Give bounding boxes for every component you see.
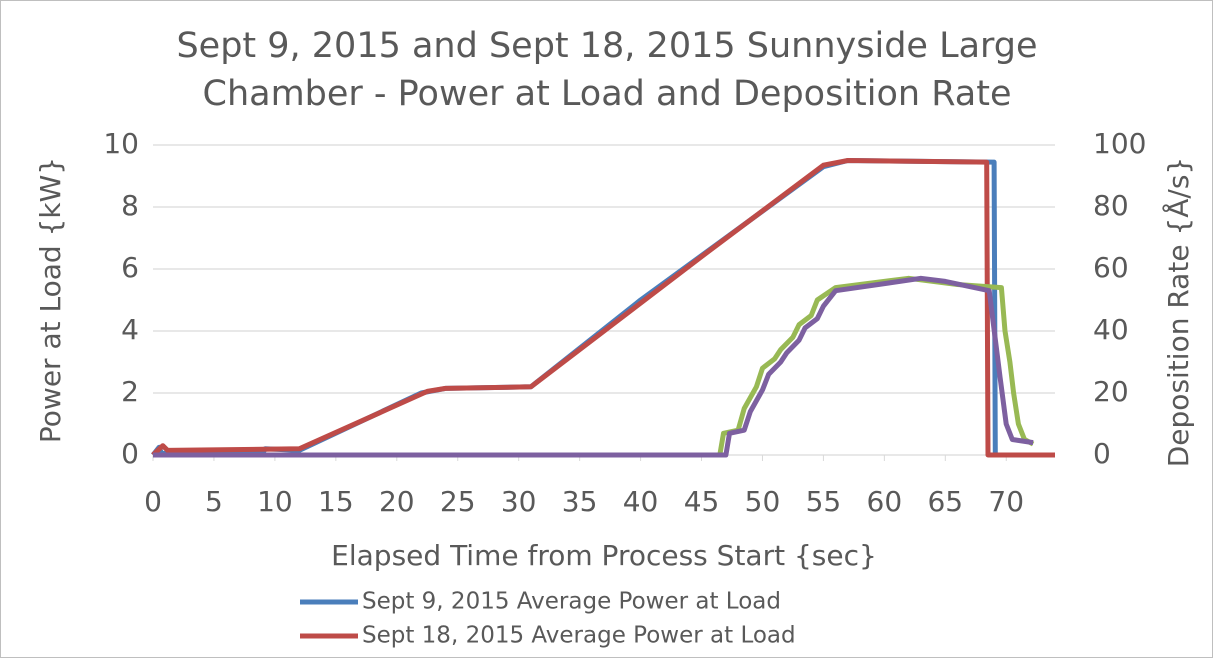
x-axis-title: Elapsed Time from Process Start {sec} bbox=[331, 539, 877, 572]
legend-label: Sept 9, 2015 Average Power at Load bbox=[362, 589, 781, 615]
y-tick-label: 4 bbox=[121, 313, 139, 346]
chart-title: Sept 9, 2015 and Sept 18, 2015 Sunnyside… bbox=[176, 26, 1038, 114]
x-tick-label: 45 bbox=[684, 485, 720, 518]
y2-tick-label: 40 bbox=[1093, 313, 1129, 346]
y-tick-label: 2 bbox=[121, 375, 139, 408]
x-tick-label: 50 bbox=[745, 485, 781, 518]
y2-tick-label: 20 bbox=[1093, 375, 1129, 408]
y-tick-label: 8 bbox=[121, 189, 139, 222]
x-tick-label: 65 bbox=[927, 485, 963, 518]
x-tick-label: 60 bbox=[867, 485, 903, 518]
series-line bbox=[151, 158, 998, 457]
y-tick-label: 6 bbox=[121, 251, 139, 284]
y-tick-label: 0 bbox=[121, 437, 139, 470]
x-tick-label: 15 bbox=[318, 485, 354, 518]
x-tick-label: 55 bbox=[806, 485, 842, 518]
x-tick-label: 20 bbox=[379, 485, 415, 518]
series-line bbox=[151, 158, 1055, 458]
x-tick-label: 5 bbox=[205, 485, 223, 518]
y2-tick-label: 100 bbox=[1093, 127, 1146, 160]
y-tick-label: 10 bbox=[103, 127, 139, 160]
legend-label: Sept 18, 2015 Average Power at Load bbox=[362, 623, 796, 649]
x-tick-label: 0 bbox=[144, 485, 162, 518]
x-tick-label: 25 bbox=[440, 485, 476, 518]
x-tick-label: 10 bbox=[257, 485, 293, 518]
y2-axis-title: Deposition Rate {Å/s} bbox=[1161, 157, 1195, 468]
x-tick-label: 30 bbox=[501, 485, 537, 518]
series-line bbox=[153, 275, 1035, 458]
x-tick-label: 35 bbox=[562, 485, 598, 518]
x-tick-label: 40 bbox=[623, 485, 659, 518]
y2-tick-label: 0 bbox=[1093, 437, 1111, 470]
series-line bbox=[153, 275, 1034, 458]
y2-tick-label: 80 bbox=[1093, 189, 1129, 222]
x-tick-label: 70 bbox=[988, 485, 1024, 518]
y-axis-title: Power at Load {kW} bbox=[34, 157, 67, 443]
y2-tick-label: 60 bbox=[1093, 251, 1129, 284]
